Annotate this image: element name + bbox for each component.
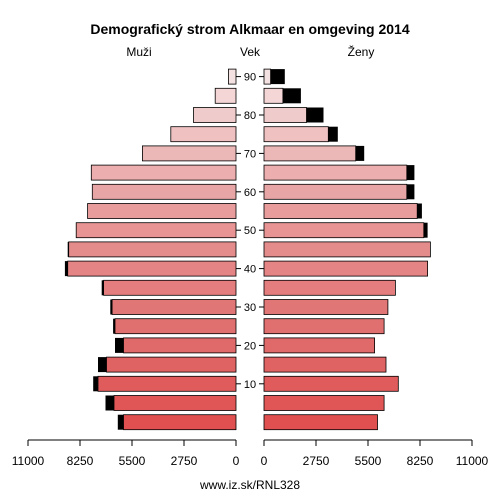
male-x-tick-label: 11000 — [12, 454, 45, 468]
male-excess-bar-45-49 — [67, 241, 69, 257]
age-tick-label: 90 — [244, 72, 256, 84]
female-excess-bar-65-69 — [406, 165, 415, 181]
male-x-tick-label: 2750 — [171, 454, 198, 468]
female-bar-25-29 — [263, 318, 385, 335]
age-tick-label: 50 — [244, 225, 256, 237]
female-label: Ženy — [348, 44, 375, 59]
female-bar-35-39 — [263, 279, 396, 296]
female-bar-65-69 — [263, 164, 408, 181]
female-x-tick-label: 2750 — [303, 454, 330, 468]
female-bar-70-74 — [263, 145, 357, 162]
male-bar-40-44 — [67, 260, 237, 277]
male-x-tick-label: 5500 — [119, 454, 146, 468]
female-excess-bar-70-74 — [355, 145, 365, 161]
male-bar-55-59 — [87, 203, 237, 219]
male-excess-bar-35-39 — [101, 280, 104, 296]
female-bar-80-84 — [263, 107, 307, 123]
male-bar-85-89 — [214, 87, 237, 104]
male-bar-25-29 — [114, 318, 237, 335]
male-excess-bar-5-9 — [105, 395, 114, 411]
age-tick-label: 20 — [244, 340, 256, 352]
female-excess-bar-80-84 — [306, 107, 324, 123]
male-bar-50-54 — [75, 222, 237, 239]
female-bar-90+ — [263, 68, 271, 85]
male-bar-10-14 — [97, 375, 237, 392]
source-footer: www.iz.sk/RNL328 — [199, 478, 300, 492]
female-x-tick-label: 8250 — [407, 454, 434, 468]
chart-title: Demografický strom Alkmaar en omgeving 2… — [90, 21, 409, 37]
female-bar-75-79 — [263, 126, 329, 143]
female-bar-40-44 — [263, 260, 429, 277]
male-bar-20-24 — [123, 337, 237, 354]
female-bar-15-19 — [263, 356, 387, 373]
age-tick-label: 80 — [244, 110, 256, 122]
female-x-tick-label: 11000 — [456, 454, 489, 468]
male-excess-bar-15-19 — [98, 357, 107, 373]
male-excess-bar-20-24 — [115, 337, 124, 353]
female-excess-bar-55-59 — [417, 203, 422, 219]
female-excess-bar-75-79 — [328, 126, 338, 142]
female-excess-bar-50-54 — [423, 222, 428, 238]
female-bar-10-14 — [263, 375, 399, 392]
male-bar-65-69 — [90, 164, 237, 181]
male-bar-90+ — [227, 68, 237, 85]
age-axis-label: Vek — [240, 45, 261, 59]
male-bar-80-84 — [193, 107, 237, 123]
age-tick-label: 70 — [244, 148, 256, 160]
female-x-tick-label: 0 — [261, 454, 268, 468]
male-x-tick-label: 0 — [233, 454, 240, 468]
male-bar-70-74 — [141, 145, 237, 162]
female-x-tick-label: 5500 — [355, 454, 382, 468]
male-bar-45-49 — [68, 241, 237, 258]
female-bar-30-34 — [263, 299, 389, 315]
female-bar-55-59 — [263, 203, 418, 219]
female-bar-0-4 — [263, 414, 378, 431]
age-tick-label: 30 — [244, 302, 256, 314]
age-tick-label: 60 — [244, 187, 256, 199]
female-bar-85-89 — [263, 87, 284, 104]
male-bar-75-79 — [170, 126, 237, 143]
female-bar-60-64 — [263, 183, 408, 200]
male-bar-30-34 — [111, 299, 237, 315]
male-bar-35-39 — [103, 279, 237, 296]
male-bar-15-19 — [106, 356, 237, 373]
male-bar-0-4 — [123, 414, 237, 431]
female-excess-bar-60-64 — [406, 184, 415, 200]
male-excess-bar-10-14 — [93, 376, 98, 392]
male-excess-bar-40-44 — [64, 261, 68, 277]
female-bar-45-49 — [263, 241, 431, 258]
male-excess-bar-0-4 — [117, 414, 124, 430]
female-bar-5-9 — [263, 395, 385, 411]
female-excess-bar-90+ — [270, 69, 285, 85]
male-label: Muži — [126, 45, 151, 59]
age-tick-label: 10 — [244, 379, 256, 391]
female-bar-20-24 — [263, 337, 375, 354]
male-bar-5-9 — [113, 395, 237, 411]
female-excess-bar-85-89 — [282, 88, 301, 104]
male-x-tick-label: 8250 — [67, 454, 94, 468]
male-excess-bar-30-34 — [110, 299, 113, 315]
male-excess-bar-25-29 — [113, 318, 115, 334]
age-tick-label: 40 — [244, 264, 256, 276]
male-bar-60-64 — [91, 183, 237, 200]
female-bar-50-54 — [263, 222, 425, 239]
chart-marks: 10 20 30 40 50 60 70 80 90 0 0 2750 2750 5500 5500 8250… — [12, 68, 489, 468]
